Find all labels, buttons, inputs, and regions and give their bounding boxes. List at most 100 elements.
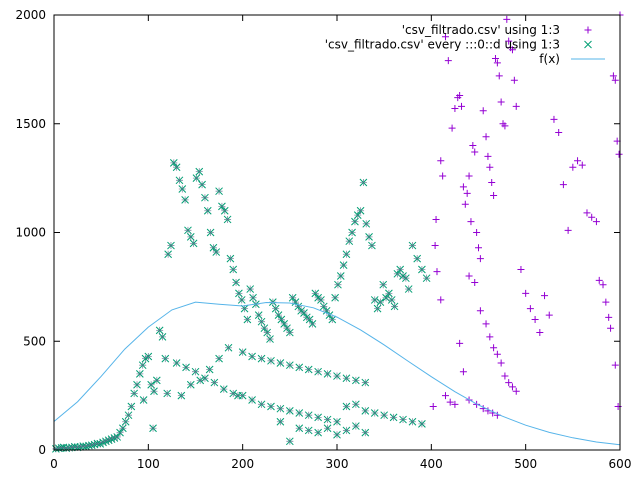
- data-point-cross: [304, 365, 313, 374]
- data-point-plus: [484, 152, 492, 160]
- data-point-plus: [555, 128, 563, 136]
- data-point-cross: [379, 280, 388, 289]
- data-point-cross: [351, 217, 359, 226]
- data-point-cross: [361, 378, 370, 387]
- data-point-cross: [361, 428, 370, 437]
- legend-swatch: [584, 26, 592, 34]
- legend-swatch: [584, 40, 592, 49]
- data-point-cross: [161, 354, 170, 363]
- data-point-plus: [459, 368, 467, 376]
- data-point-cross: [127, 402, 136, 411]
- data-point-cross: [184, 226, 192, 235]
- data-point-plus: [609, 72, 617, 80]
- x-tick-label: 0: [50, 457, 58, 471]
- data-point-cross: [248, 352, 256, 361]
- data-point-plus: [583, 209, 591, 217]
- data-point-plus: [602, 298, 610, 306]
- data-point-cross: [186, 380, 195, 389]
- data-point-plus: [559, 181, 567, 189]
- data-point-plus: [611, 76, 619, 84]
- data-point-cross: [352, 400, 360, 409]
- data-point-cross: [300, 309, 308, 317]
- data-point-cross: [285, 437, 294, 446]
- y-tick-label: 500: [23, 334, 46, 348]
- data-point-cross: [390, 302, 399, 311]
- data-point-cross: [257, 317, 266, 326]
- data-point-plus: [458, 102, 466, 110]
- data-point-cross: [238, 348, 247, 356]
- data-point-cross: [135, 370, 144, 378]
- data-point-plus: [615, 150, 623, 158]
- legend-entry: 'csv_filtrado.csv' using 1:3: [402, 23, 592, 37]
- data-point-cross: [163, 389, 172, 398]
- data-point-cross: [257, 400, 266, 409]
- data-point-cross: [263, 328, 272, 337]
- data-point-plus: [614, 403, 622, 410]
- data-point-cross: [249, 293, 257, 302]
- data-point-cross: [119, 424, 127, 433]
- data-point-cross: [138, 361, 147, 370]
- data-point-cross: [220, 206, 229, 215]
- x-tick-label: 600: [609, 457, 632, 471]
- data-point-cross: [314, 413, 322, 422]
- data-point-cross: [376, 298, 385, 306]
- data-point-plus: [495, 72, 503, 80]
- data-point-cross: [408, 241, 417, 250]
- data-point-cross: [155, 326, 164, 335]
- data-point-plus: [501, 372, 509, 380]
- data-point-cross: [186, 232, 195, 241]
- y-tick-label: 2000: [15, 8, 46, 22]
- data-point-cross: [342, 426, 351, 435]
- data-point-cross: [212, 248, 221, 256]
- data-point-cross: [96, 440, 105, 448]
- data-point-plus: [471, 148, 479, 156]
- data-point-cross: [235, 289, 243, 298]
- data-point-cross: [271, 304, 280, 313]
- data-point-cross: [196, 376, 205, 385]
- data-point-cross: [348, 228, 356, 237]
- data-point-cross: [333, 372, 341, 380]
- data-point-plus: [503, 15, 511, 23]
- data-point-cross: [345, 237, 354, 246]
- data-point-plus: [469, 142, 477, 149]
- legend-label: f(x): [539, 52, 560, 66]
- x-tick-label: 100: [137, 457, 160, 471]
- data-point-cross: [314, 428, 322, 437]
- data-point-cross: [336, 272, 345, 280]
- data-point-plus: [536, 329, 544, 337]
- data-point-cross: [288, 293, 297, 302]
- data-point-cross: [223, 215, 232, 224]
- data-point-cross: [201, 193, 209, 202]
- data-point-cross: [113, 433, 122, 441]
- data-point-plus: [592, 218, 600, 226]
- data-point-plus: [488, 178, 496, 186]
- legend-label: 'csv_filtrado.csv' using 1:3: [402, 23, 560, 37]
- data-point-plus: [490, 192, 498, 200]
- data-point-plus: [437, 157, 445, 165]
- data-point-plus: [476, 255, 484, 263]
- data-point-cross: [277, 315, 286, 324]
- data-point-plus: [486, 333, 494, 341]
- data-point-cross: [139, 396, 148, 404]
- data-point-plus: [431, 242, 439, 250]
- data-point-cross: [149, 424, 157, 433]
- data-point-plus: [441, 392, 449, 400]
- data-point-cross: [283, 324, 291, 333]
- data-point-plus: [531, 316, 539, 323]
- data-point-cross: [422, 274, 431, 283]
- data-point-cross: [147, 380, 156, 389]
- data-point-cross: [124, 411, 133, 420]
- data-point-cross: [285, 361, 294, 370]
- data-point-cross: [311, 289, 320, 298]
- data-point-cross: [319, 302, 328, 311]
- data-point-plus: [508, 46, 516, 54]
- data-point-cross: [181, 196, 189, 204]
- data-point-cross: [399, 415, 407, 424]
- data-point-cross: [219, 385, 228, 393]
- data-point-plus: [475, 244, 482, 252]
- data-point-cross: [352, 422, 360, 430]
- data-point-cross: [144, 352, 153, 361]
- data-point-cross: [195, 167, 204, 176]
- data-point-cross: [234, 391, 242, 400]
